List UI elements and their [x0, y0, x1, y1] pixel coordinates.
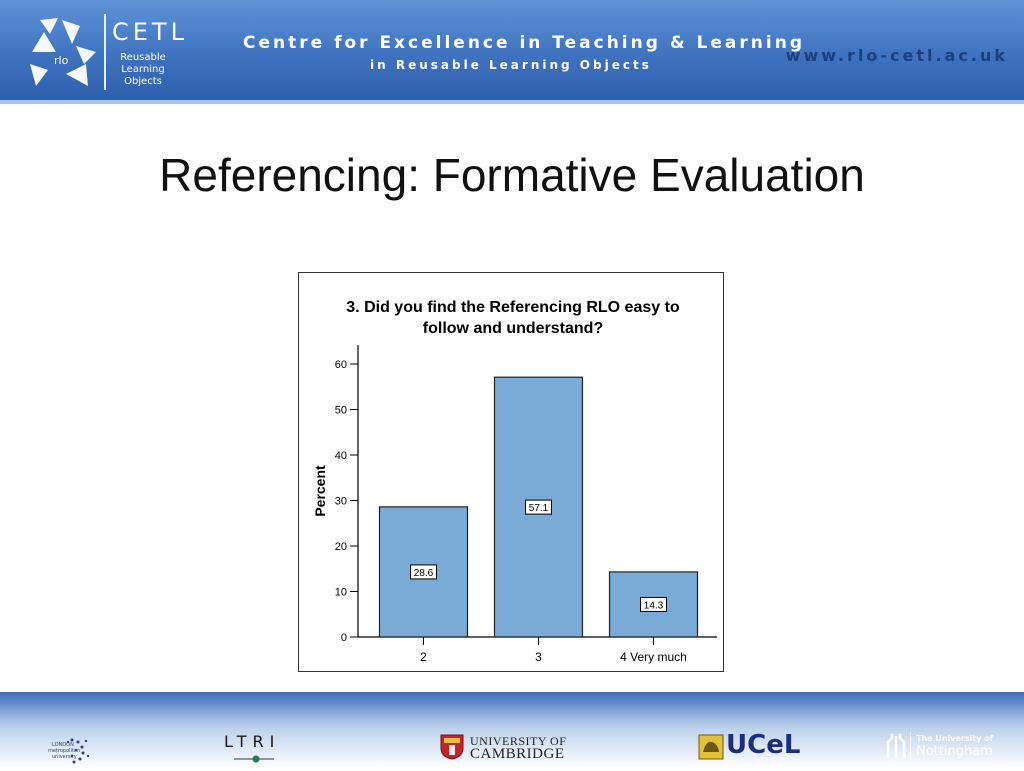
- logo-divider: [104, 14, 106, 90]
- london-met-line: metropolitan: [48, 748, 80, 754]
- university-of-cambridge-logo: UNIVERSITY OF CAMBRIDGE: [440, 732, 580, 762]
- nottingham-divider: [910, 732, 911, 760]
- y-tick-label: 40: [335, 450, 347, 462]
- y-tick-label: 20: [335, 541, 347, 553]
- data-label-box: [410, 564, 437, 580]
- footer-banner: LONDON metropolitan university LTRI UNIV…: [0, 692, 1024, 768]
- y-tick-label: 10: [335, 587, 347, 599]
- london-met-line: university: [52, 754, 77, 760]
- y-tick-label: 0: [341, 632, 347, 644]
- slide-title: Referencing: Formative Evaluation: [159, 149, 865, 201]
- y-tick-label: 50: [335, 405, 347, 417]
- ucel-lion-icon: [698, 734, 724, 760]
- x-tick-label: 3: [535, 650, 542, 664]
- header-subtitle: in Reusable Learning Objects: [370, 58, 652, 72]
- ltri-logo-text: LTRI: [224, 732, 281, 751]
- ltri-logo: LTRI: [224, 732, 288, 763]
- logo-icon-text: rlo: [54, 54, 69, 67]
- logo-subtitle-line: Learning: [121, 64, 165, 75]
- cambridge-crest-icon: [440, 734, 464, 760]
- y-axis-label: Percent: [312, 465, 328, 517]
- data-label: 57.1: [529, 503, 549, 514]
- london-met-star-icon: LONDON metropolitan university: [48, 738, 90, 764]
- ltri-swoosh-icon: [234, 755, 274, 763]
- logo-name: CETL: [112, 18, 188, 46]
- logo-subtitle-line: Objects: [124, 76, 162, 87]
- data-label-box: [525, 499, 552, 515]
- cambridge-line-1: UNIVERSITY OF: [470, 734, 567, 748]
- chart-canvas: 3. Did you find the Referencing RLO easy…: [312, 299, 717, 664]
- chart-title-line-1: 3. Did you find the Referencing RLO easy…: [346, 299, 680, 316]
- data-label: 28.6: [414, 568, 434, 579]
- y-tick-label: 60: [335, 359, 347, 371]
- y-tick-label: 30: [335, 496, 347, 508]
- university-of-nottingham-logo: The University of Nottingham: [884, 732, 1004, 762]
- bar: [378, 506, 469, 638]
- data-label: 14.3: [644, 600, 664, 611]
- london-met-line: LONDON: [52, 742, 74, 748]
- london-metropolitan-university-logo: LONDON metropolitan university: [32, 732, 96, 764]
- ucel-logo-text: UCeL: [726, 730, 801, 760]
- ucel-logo: UCeL: [698, 730, 801, 762]
- x-tick-label: 4 Very much: [620, 650, 687, 664]
- nottingham-crest-icon: [886, 734, 906, 758]
- logo-subtitle-line: Reusable: [120, 52, 166, 63]
- bar-chart: 3. Did you find the Referencing RLO easy…: [298, 272, 724, 672]
- header-url-link[interactable]: www.rlo-cetl.ac.uk: [785, 46, 1008, 65]
- nottingham-line-1: The University of: [916, 734, 994, 743]
- data-label-box: [640, 596, 667, 612]
- recycle-icon: rlo: [30, 18, 96, 86]
- x-tick-label: 2: [420, 650, 427, 664]
- chart-title-line-2: follow and understand?: [423, 320, 603, 337]
- nottingham-line-2: Nottingham: [916, 744, 993, 759]
- cambridge-line-2: CAMBRIDGE: [470, 746, 565, 762]
- header-title: Centre for Excellence in Teaching & Lear…: [243, 33, 805, 53]
- header-banner: rlo CETL Reusable Learning Objects Centr…: [0, 0, 1024, 104]
- logo-subtitle: Reusable Learning Objects: [112, 52, 174, 88]
